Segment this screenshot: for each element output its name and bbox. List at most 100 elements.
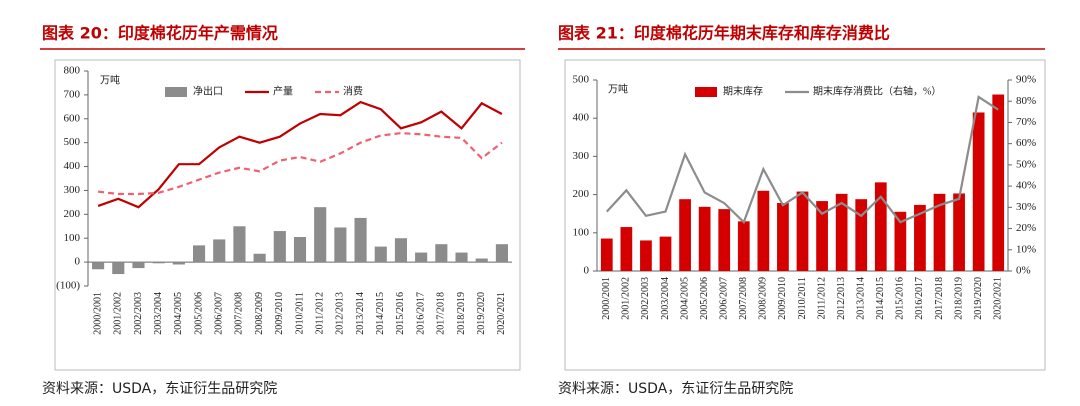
x-tick-label: 2015/2016 [395,292,406,335]
bar [354,217,367,263]
line-series [97,100,503,209]
bar [640,240,652,271]
x-tick-label: 2005/2006 [193,292,204,335]
x-tick-label: 2015/2016 [895,277,906,320]
x-tick-label: 2010/2011 [797,277,808,319]
x-tick-label: 2011/2012 [816,277,827,319]
y-tick-label: 500 [64,136,81,148]
y2-tick-label: 40% [1016,180,1036,192]
x-tick-label: 2013/2014 [856,277,867,320]
bar [314,207,327,263]
bar [415,252,428,263]
bar [796,191,809,271]
x-tick-label: 2012/2013 [836,277,847,320]
x-tick-label: 2018/2019 [456,292,467,335]
bar [273,231,286,263]
y-tick-label: 0 [75,256,81,268]
x-tick-label: 2010/2011 [294,292,305,334]
bar [816,201,828,271]
chart-title: 图表 20：印度棉花历年产需情况 [42,24,278,43]
y-tick-label: 200 [64,208,81,220]
chart-frame [564,59,1046,371]
bar [698,206,711,271]
bar [737,221,750,271]
bar [679,199,691,271]
bar [435,244,448,263]
bar [455,252,468,263]
x-tick-label: 2008/2009 [254,292,265,335]
legend-label: 期末库存消费比（右轴，%） [813,84,941,97]
bar [953,193,965,271]
bar [659,236,672,271]
y-tick-label: 500 [573,74,590,86]
bar [112,262,125,275]
source: 资料来源：USDA，东证衍生品研究院 [42,381,277,397]
bar [293,237,307,263]
legend-label: 消费 [343,84,363,97]
bar [374,246,387,263]
bar [855,199,868,271]
y2-tick-label: 0% [1016,265,1031,277]
bar [757,190,770,271]
chart-frame [54,59,521,371]
x-tick-label: 2019/2020 [973,277,984,320]
bar [172,262,185,265]
y2-tick-label: 50% [1016,158,1036,170]
unit-label: 万吨 [100,73,120,86]
x-tick-label: 2009/2010 [274,292,285,335]
bar [777,203,789,271]
x-tick-label: 2012/2013 [335,292,346,335]
y-tick-label: 100 [64,232,81,244]
bar [213,239,226,263]
x-tick-label: 2011/2012 [314,292,325,334]
y2-tick-label: 30% [1016,201,1036,213]
bar [874,182,887,271]
source: 资料来源：USDA，东证衍生品研究院 [558,381,793,397]
x-tick-label: 2017/2018 [934,277,945,320]
x-tick-label: 2013/2014 [355,292,366,335]
x-tick-label: 2003/2004 [153,292,164,335]
line-series [97,132,503,196]
y2-tick-label: 80% [1016,95,1036,107]
x-tick-label: 2002/2003 [640,277,651,320]
x-tick-label: 2014/2015 [875,277,886,320]
x-tick-label: 2016/2017 [415,292,426,335]
line-series [605,95,999,225]
bar [192,245,206,263]
bar [495,244,508,263]
unit-label: 万吨 [608,82,628,95]
x-tick-label: 2004/2005 [679,277,690,320]
bar [334,227,347,263]
legend-label: 产量 [273,84,293,97]
x-tick-label: 2000/2001 [601,277,612,320]
x-tick-label: 2007/2008 [738,277,749,320]
legend-swatch [695,87,717,97]
bar [972,112,985,271]
x-tick-label: 2003/2004 [660,277,671,320]
y-tick-label: 400 [64,160,81,172]
x-tick-label: 2019/2020 [476,292,487,335]
x-tick-label: 2002/2003 [133,292,144,335]
x-tick-label: 2007/2008 [234,292,245,335]
y-tick-label: 300 [64,184,81,196]
x-tick-label: 2000/2001 [92,292,103,335]
bar [132,262,145,269]
bar [914,204,926,271]
bar [92,262,105,270]
y-tick-label: 100 [573,226,590,238]
bar [233,226,246,263]
x-tick-label: 2006/2007 [214,292,225,335]
y2-tick-label: 20% [1016,222,1036,234]
bar [600,238,613,271]
y-tick-label: 800 [64,65,81,77]
x-tick-label: 2020/2021 [993,277,1004,320]
legend-label: 期末库存 [723,84,763,97]
y-tick-label: (100) [56,280,80,292]
x-tick-label: 2017/2018 [436,292,447,335]
bar [475,258,488,263]
y-tick-label: 300 [573,150,590,162]
y-tick-label: 600 [64,112,81,124]
y2-tick-label: 90% [1016,74,1036,86]
bar [253,253,266,263]
y2-tick-label: 10% [1016,243,1036,255]
